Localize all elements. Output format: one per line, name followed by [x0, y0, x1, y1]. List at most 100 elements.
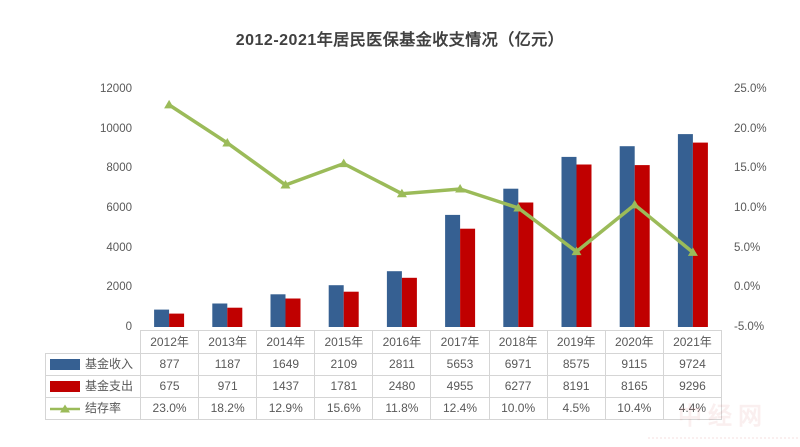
bar-基金收入-2019年	[561, 156, 577, 327]
year-header-cell: 2017年	[430, 330, 490, 354]
rate-marker-2020年	[629, 199, 640, 209]
bar-基金收入-2012年	[154, 309, 170, 327]
rate-marker-2018年	[513, 203, 524, 212]
rate-marker-2016年	[396, 188, 407, 198]
value-cell-基金收入: 6971	[488, 353, 548, 376]
bar-基金支出-2015年	[343, 291, 359, 327]
bar-基金收入-2020年	[619, 146, 635, 327]
bar-基金收入-2018年	[503, 188, 519, 327]
year-header-cell: 2020年	[604, 330, 664, 354]
value-cell-结存率: 12.9%	[256, 397, 316, 420]
bar-基金收入-2015年	[328, 285, 344, 327]
bar-基金支出-2014年	[285, 298, 301, 327]
y-left-tick: 6000	[106, 202, 132, 214]
value-cell-结存率: 18.2%	[198, 397, 258, 420]
value-cell-基金收入: 9724	[662, 353, 723, 376]
table-blank-cell	[46, 331, 141, 354]
year-header-cell: 2013年	[198, 330, 258, 354]
table-row-基金收入: 基金收入 877 1187 1649 2109 2811 5653 6971 8575 9115 9…	[45, 353, 723, 376]
bar-基金支出-2017年	[460, 228, 476, 327]
bar-基金支出-2016年	[401, 277, 417, 327]
value-cell-结存率: 4.5%	[546, 397, 606, 420]
value-cell-基金收入: 9115	[604, 353, 664, 376]
value-cell-基金支出: 971	[198, 375, 258, 398]
结存率-legend-line-icon	[50, 404, 80, 412]
y-right-tick: 20.0%	[734, 122, 767, 135]
bar-基金收入-2021年	[677, 134, 693, 327]
value-cell-基金支出: 4955	[430, 375, 490, 398]
value-cell-基金收入: 5653	[430, 353, 490, 376]
value-cell-结存率: 10.0%	[488, 397, 548, 420]
y-left-tick: 0	[125, 321, 132, 333]
value-cell-基金支出: 1437	[256, 375, 316, 398]
value-cell-结存率: 12.4%	[430, 397, 490, 420]
plot-area	[154, 99, 708, 327]
value-cell-基金收入: 1649	[256, 353, 316, 376]
rate-marker-2021年	[687, 247, 698, 256]
bar-基金支出-2018年	[518, 202, 534, 327]
legend-cell-基金收入: 基金收入	[45, 353, 141, 376]
y-left-tick: 12000	[100, 83, 132, 95]
y-left-tick: 2000	[106, 281, 132, 294]
year-header-cell: 2015年	[314, 330, 374, 354]
year-header-cell: 2019年	[546, 330, 606, 354]
bar-基金支出-2020年	[634, 165, 650, 327]
legend-label: 基金收入	[85, 357, 134, 371]
rate-marker-2012年	[164, 99, 175, 109]
value-cell-基金支出: 9296	[662, 375, 723, 398]
table-year-row: 2012年 2013年 2014年 2015年 2016年 2017年 2018年 2019年…	[46, 330, 723, 354]
year-header-cell: 2014年	[256, 330, 316, 354]
value-cell-结存率: 4.4%	[662, 397, 723, 420]
value-cell-基金收入: 8575	[546, 353, 606, 376]
bar-基金收入-2014年	[270, 294, 286, 327]
table-row-结存率: 结存率 23.0% 18.2% 12.9% 15.6% 11.8% 12.4% 10.0% 4.…	[45, 397, 723, 420]
bar-基金收入-2017年	[445, 214, 461, 327]
y-left-tick: 4000	[106, 241, 132, 254]
y-right-tick: -5.0%	[734, 321, 765, 333]
基金支出-legend-swatch-icon	[50, 381, 80, 392]
rate-marker-2015年	[338, 158, 349, 168]
bar-基金支出-2021年	[692, 142, 708, 327]
bar-基金收入-2013年	[212, 303, 228, 327]
legend-cell-基金支出: 基金支出	[45, 375, 141, 398]
year-header-cell: 2012年	[139, 330, 200, 354]
value-cell-基金收入: 877	[139, 353, 200, 376]
legend-cell-结存率: 结存率	[45, 397, 141, 420]
y-right-tick: 25.0%	[734, 83, 767, 95]
value-cell-基金支出: 8165	[604, 375, 664, 398]
bar-基金收入-2016年	[386, 271, 402, 327]
rate-marker-2019年	[571, 246, 582, 256]
chart-title: 2012-2021年居民医保基金收支情况（亿元）	[235, 32, 565, 49]
value-cell-结存率: 15.6%	[314, 397, 374, 420]
y-right-tick: 5.0%	[734, 241, 761, 254]
y-right-tick: 0.0%	[734, 281, 761, 294]
y-left-tick: 10000	[100, 122, 132, 135]
data-table: 2012年 2013年 2014年 2015年 2016年 2017年 2018年 2019年…	[45, 330, 723, 420]
value-cell-基金支出: 1781	[314, 375, 374, 398]
y-right-tick: 15.0%	[734, 162, 767, 175]
value-cell-基金收入: 2109	[314, 353, 374, 376]
value-cell-结存率: 11.8%	[372, 397, 432, 420]
基金收入-legend-swatch-icon	[50, 359, 80, 370]
y-left-tick: 8000	[106, 162, 132, 175]
value-cell-基金支出: 2480	[372, 375, 432, 398]
value-cell-基金支出: 6277	[488, 375, 548, 398]
bar-基金支出-2013年	[227, 307, 243, 327]
year-header-cell: 2016年	[372, 330, 432, 354]
rate-marker-2014年	[280, 179, 291, 189]
value-cell-基金收入: 2811	[372, 353, 432, 376]
value-cell-基金支出: 8191	[546, 375, 606, 398]
year-header-cell: 2018年	[488, 330, 548, 354]
rate-line	[168, 103, 695, 254]
legend-label: 结存率	[85, 401, 122, 415]
rate-marker-2017年	[455, 183, 466, 193]
value-cell-结存率: 23.0%	[139, 397, 200, 420]
legend-label: 基金支出	[85, 379, 134, 393]
rate-marker-2013年	[222, 137, 233, 147]
y-right-tick: 10.0%	[734, 202, 767, 214]
value-cell-基金支出: 675	[139, 375, 200, 398]
table-row-基金支出: 基金支出 675 971 1437 1781 2480 4955 6277 8191 8165 92…	[45, 375, 723, 398]
value-cell-结存率: 10.4%	[604, 397, 664, 420]
value-cell-基金收入: 1187	[198, 353, 258, 376]
